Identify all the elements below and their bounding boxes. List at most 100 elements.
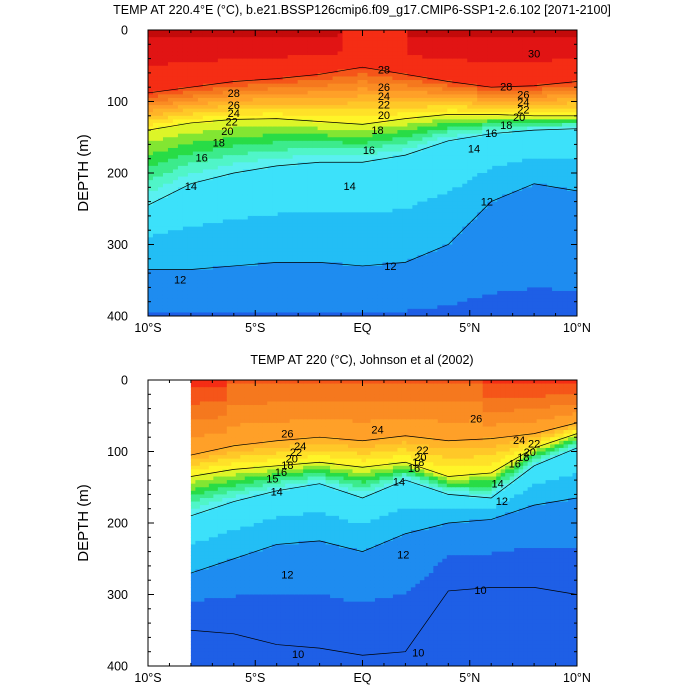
temperature-cell	[187, 298, 194, 303]
temperature-cell	[362, 169, 369, 174]
temperature-cell	[317, 233, 324, 238]
temperature-cell	[202, 312, 209, 316]
temperature-cell	[292, 44, 299, 49]
temperature-cell	[192, 290, 199, 296]
temperature-cell	[317, 215, 324, 221]
temperature-cell	[312, 122, 319, 128]
temperature-cell	[302, 190, 309, 196]
temperature-cell	[322, 290, 329, 296]
temperature-cell	[232, 173, 239, 178]
temperature-cell	[202, 69, 209, 74]
temperature-cell	[397, 251, 404, 256]
temperature-cell	[322, 183, 329, 188]
temperature-cell	[337, 173, 344, 178]
temperature-cell	[397, 40, 404, 45]
temperature-cell	[412, 58, 418, 63]
temperature-cell	[302, 169, 309, 174]
temperature-cell	[402, 97, 408, 103]
temperature-cell	[377, 226, 384, 231]
temperature-cell	[347, 201, 354, 206]
temperature-cell	[427, 144, 433, 149]
temperature-cell	[212, 122, 219, 128]
temperature-cell	[377, 265, 384, 271]
temperature-cell	[157, 173, 164, 178]
temperature-cell	[412, 130, 418, 135]
temperature-cell	[417, 101, 423, 106]
temperature-cell	[292, 280, 299, 285]
temperature-cell	[352, 147, 359, 153]
temperature-cell	[277, 122, 284, 128]
temperature-cell	[312, 183, 319, 188]
temperature-cell	[322, 115, 329, 120]
temperature-cell	[247, 76, 254, 81]
temperature-cell	[252, 180, 259, 185]
temperature-cell	[312, 115, 319, 120]
temperature-cell	[352, 290, 359, 296]
temperature-cell	[342, 312, 349, 316]
temperature-cell	[312, 83, 319, 88]
temperature-cell	[172, 51, 179, 56]
temperature-cell	[192, 40, 199, 45]
temperature-cell	[347, 55, 354, 60]
temperature-cell	[297, 248, 304, 253]
temperature-cell	[382, 287, 389, 292]
temperature-cell	[327, 101, 334, 106]
temperature-cell	[332, 301, 339, 306]
temperature-cell	[442, 308, 448, 314]
temperature-cell	[217, 226, 224, 231]
temperature-cell	[382, 169, 389, 174]
temperature-cell	[227, 173, 234, 178]
temperature-cell	[427, 169, 433, 174]
temperature-cell	[332, 276, 339, 281]
temperature-cell	[382, 251, 389, 256]
temperature-cell	[337, 162, 344, 167]
temperature-cell	[272, 47, 279, 53]
temperature-cell	[227, 240, 234, 246]
temperature-cell	[267, 87, 274, 92]
temperature-cell	[357, 255, 364, 260]
temperature-cell	[242, 190, 249, 196]
temperature-cell	[452, 151, 458, 156]
temperature-cell	[357, 240, 364, 246]
temperature-cell	[197, 94, 204, 99]
temperature-cell	[297, 76, 304, 81]
temperature-cell	[267, 305, 274, 310]
temperature-cell	[327, 183, 334, 188]
temperature-cell	[352, 269, 359, 274]
temperature-cell	[272, 122, 279, 128]
temperature-cell	[277, 94, 284, 99]
temperature-cell	[157, 262, 164, 267]
temperature-cell	[432, 72, 438, 78]
temperature-cell	[407, 201, 413, 206]
temperature-cell	[297, 205, 304, 210]
temperature-cell	[167, 51, 174, 56]
temperature-cell	[177, 94, 184, 99]
temperature-cell	[292, 305, 299, 310]
temperature-cell	[362, 112, 369, 117]
temperature-cell	[372, 65, 379, 70]
temperature-cell	[422, 201, 428, 206]
temperature-cell	[367, 312, 374, 316]
temperature-cell	[297, 223, 304, 228]
temperature-cell	[172, 190, 179, 196]
temperature-cell	[372, 280, 379, 285]
temperature-cell	[442, 44, 448, 49]
temperature-cell	[312, 158, 319, 163]
temperature-cell	[197, 298, 204, 303]
temperature-cell	[352, 158, 359, 163]
temperature-cell	[252, 294, 259, 299]
temperature-cell	[177, 255, 184, 260]
temperature-cell	[382, 248, 389, 253]
temperature-cell	[377, 183, 384, 188]
temperature-cell	[422, 237, 428, 242]
temperature-cell	[317, 47, 324, 53]
temperature-cell	[197, 183, 204, 188]
temperature-cell	[247, 65, 254, 70]
temperature-cell	[282, 122, 289, 128]
temperature-cell	[272, 87, 279, 92]
temperature-cell	[212, 255, 219, 260]
temperature-cell	[332, 180, 339, 185]
temperature-cell	[257, 223, 264, 228]
temperature-cell	[217, 158, 224, 163]
temperature-cell	[352, 183, 359, 188]
